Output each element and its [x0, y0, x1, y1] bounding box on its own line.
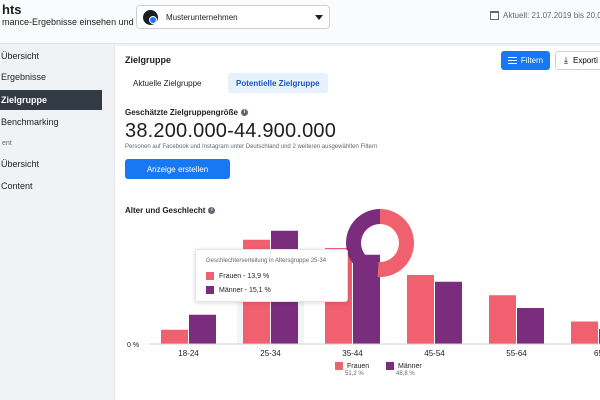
age-gender-label: Alter und Geschlecht i	[125, 206, 216, 215]
info-icon[interactable]: i	[240, 109, 248, 117]
sidebar-item-label: Content	[1, 181, 33, 191]
date-range-label: Aktuell: 21.07.2019 bis 20.08	[503, 11, 600, 20]
tooltip-row-men: Männer - 15,1 %	[206, 286, 271, 294]
sidebar-item-content-uebersicht[interactable]: Übersicht	[0, 154, 102, 174]
sidebar-item-benchmarking[interactable]: Benchmarking	[0, 112, 102, 132]
sidebar-item-ergebnisse[interactable]: Ergebnisse	[0, 67, 102, 87]
legend-women-pct: 51,2 %	[345, 371, 364, 377]
sidebar-item-label: Übersicht	[1, 51, 40, 61]
app-title: hts	[2, 2, 22, 17]
y-tick-label: 0 %	[127, 342, 139, 349]
chevron-down-icon	[315, 14, 323, 20]
app-subtitle: mance-Ergebnisse einsehen und mehr	[2, 17, 157, 27]
women-swatch	[206, 272, 214, 280]
bar-women-45-54[interactable]	[407, 275, 434, 344]
bar-women-55-64[interactable]	[489, 295, 516, 344]
donut-slice-men[interactable]	[346, 209, 380, 277]
chart-tooltip: Geschlechterverteilung in Altersgruppe 2…	[195, 249, 348, 302]
legend-women-label: Frauen	[347, 362, 370, 370]
sidebar-item-label: Ergebnisse	[1, 72, 47, 82]
sidebar: Übersicht Ergebnisse Zielgruppe Benchmar…	[0, 44, 110, 400]
x-tick-label: 25-34	[260, 349, 281, 358]
bar-men-18-24[interactable]	[189, 314, 216, 344]
tab-current-audience[interactable]: Aktuelle Zielgruppe	[125, 73, 209, 93]
top-bar: hts mance-Ergebnisse einsehen und mehr M…	[0, 0, 600, 44]
filter-icon	[507, 57, 517, 64]
men-swatch	[386, 362, 394, 370]
audience-size-description: Personen auf Facebook und Instagram unte…	[125, 144, 378, 150]
legend-women: Frauen 51,2 %	[335, 362, 369, 377]
legend-men-label: Männer	[398, 362, 422, 370]
donut-slice-women[interactable]	[377, 209, 415, 277]
audience-size-label: Geschätzte Zielgruppengröße i	[125, 108, 248, 117]
x-tick-label: 55-64	[506, 349, 527, 358]
bar-women-18-24[interactable]	[161, 329, 188, 344]
download-icon: ⤓	[564, 55, 568, 65]
account-select[interactable]: Musterunternehmen	[136, 5, 330, 29]
tooltip-men-value: Männer - 15,1 %	[219, 286, 271, 294]
x-tick-label: 35-44	[342, 349, 363, 358]
women-swatch	[335, 362, 343, 370]
page-title: Zielgruppe	[125, 55, 172, 65]
bar-men-55-64[interactable]	[517, 308, 544, 344]
sidebar-item-zielgruppe[interactable]: Zielgruppe	[0, 90, 102, 110]
sidebar-item-content[interactable]: Content	[0, 176, 102, 196]
export-label: Exporti	[572, 56, 598, 65]
audience-card: Zielgruppe Filtern ⤓ Exporti Aktuelle Zi…	[114, 46, 600, 400]
tab-label: Potentielle Zielgruppe	[236, 78, 320, 88]
legend-men-pct: 48,8 %	[396, 371, 415, 377]
legend-men: Männer 48,8 %	[386, 362, 422, 377]
sidebar-item-label: Übersicht	[1, 159, 40, 169]
sidebar-section-label: ent	[2, 140, 12, 147]
x-tick-label: 18-24	[178, 349, 199, 358]
calendar-icon	[490, 11, 499, 20]
audience-size-value: 38.200.000-44.900.000	[125, 120, 337, 142]
export-button[interactable]: ⤓ Exporti	[555, 51, 600, 70]
create-ad-button[interactable]: Anzeige erstellen	[125, 159, 230, 179]
men-swatch	[206, 286, 214, 294]
tooltip-title: Geschlechterverteilung in Altersgruppe 2…	[206, 258, 327, 264]
filter-button[interactable]: Filtern	[501, 51, 550, 70]
x-tick-label: 45-54	[424, 349, 445, 358]
info-icon[interactable]: i	[208, 207, 216, 215]
tab-potential-audience[interactable]: Potentielle Zielgruppe	[228, 73, 328, 93]
bar-men-45-54[interactable]	[435, 281, 462, 344]
account-logo-icon	[143, 9, 158, 25]
sidebar-item-label: Zielgruppe	[1, 95, 48, 105]
account-name: Musterunternehmen	[166, 12, 238, 22]
bar-women-65[interactable]	[571, 321, 598, 345]
tab-label: Aktuelle Zielgruppe	[133, 78, 202, 88]
tooltip-women-value: Frauen - 13,9 %	[219, 272, 270, 280]
sidebar-item-uebersicht[interactable]: Übersicht	[0, 46, 102, 66]
age-gender-chart: 0 % 18-24 25-34 35-44 45-54 55-64 65	[127, 209, 600, 358]
tooltip-row-women: Frauen - 13,9 %	[206, 272, 269, 280]
sidebar-item-label: Benchmarking	[1, 117, 59, 127]
filter-label: Filtern	[520, 56, 544, 65]
date-range-picker[interactable]: Aktuell: 21.07.2019 bis 20.08	[490, 11, 600, 20]
x-tick-label: 65	[594, 349, 600, 358]
